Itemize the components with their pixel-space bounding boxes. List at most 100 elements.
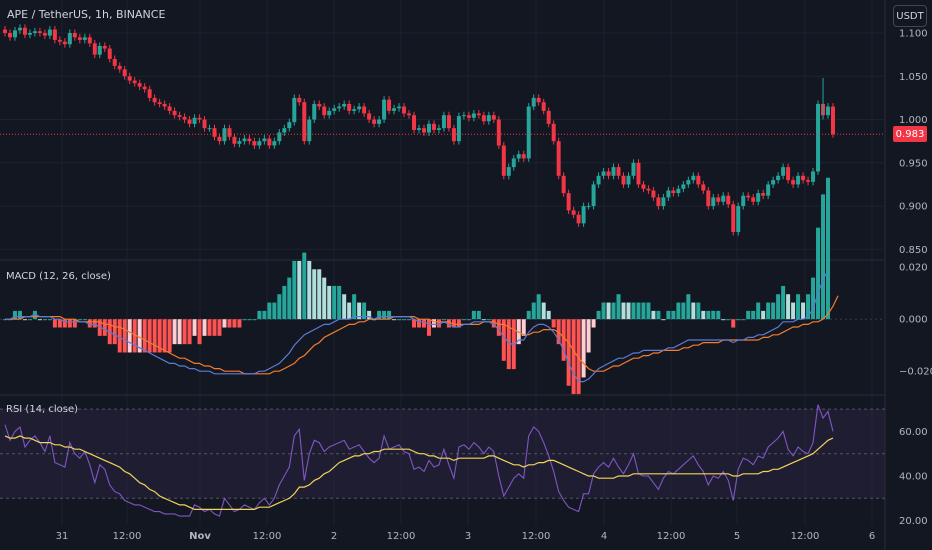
macd-histogram-bar — [112, 319, 117, 345]
candle-body — [551, 123, 556, 142]
time-tick-label: 12:00 — [522, 531, 551, 542]
macd-histogram-bar — [142, 319, 147, 353]
macd-histogram-bar — [631, 302, 636, 320]
macd-histogram-bar — [496, 319, 501, 336]
candle-body — [412, 115, 417, 130]
candle-body — [312, 103, 317, 120]
candle-body — [696, 175, 701, 185]
candle-body — [112, 58, 117, 66]
macd-histogram-bar — [87, 319, 92, 328]
candle-body — [62, 41, 67, 45]
candle-body — [636, 162, 641, 185]
candle-body — [586, 206, 591, 208]
macd-histogram-bar — [182, 319, 187, 345]
macd-histogram-bar — [262, 310, 267, 320]
candle-body — [332, 108, 337, 111]
price-tick-label: 1.000 — [899, 115, 928, 126]
time-tick-label: 2 — [331, 531, 337, 542]
candle-body — [392, 108, 397, 111]
macd-histogram-bar — [676, 302, 681, 320]
candle-body — [32, 31, 37, 33]
macd-histogram-bar — [431, 319, 436, 328]
macd-histogram-bar — [791, 302, 796, 320]
candle-body — [212, 128, 217, 137]
macd-histogram-bar — [127, 319, 132, 353]
candle-body — [147, 89, 152, 98]
candle-body — [786, 167, 791, 181]
macd-histogram-bar — [257, 310, 262, 320]
macd-histogram-bar — [531, 302, 536, 320]
macd-histogram-bar — [591, 319, 596, 328]
macd-histogram-bar — [27, 319, 32, 321]
candle-body — [806, 180, 811, 182]
macd-tick-label: 0.000 — [899, 315, 928, 326]
macd-histogram-bar — [342, 294, 347, 320]
macd-histogram-bar — [322, 277, 327, 320]
candle-body — [207, 128, 212, 130]
rsi-tick-label: 20.00 — [899, 516, 928, 527]
candle-body — [377, 119, 382, 124]
candle-body — [701, 184, 706, 191]
candle-body — [466, 115, 471, 118]
candle-body — [521, 154, 526, 159]
candle-body — [317, 103, 322, 107]
macd-histogram-bar — [377, 310, 382, 320]
candle-body — [726, 195, 731, 205]
macd-histogram-bar — [466, 319, 471, 321]
candle-body — [591, 184, 596, 207]
candle-body — [327, 110, 332, 116]
candle-body — [641, 184, 646, 189]
macd-histogram-bar — [287, 277, 292, 320]
candle-body — [242, 138, 247, 142]
candle-body — [656, 197, 661, 207]
currency-button[interactable]: USDT — [893, 5, 927, 27]
candle-body — [426, 123, 431, 133]
rsi-pane — [4, 404, 834, 517]
macd-histogram-bar — [22, 319, 27, 321]
macd-histogram-bar — [576, 319, 581, 395]
macd-histogram-bar — [636, 302, 641, 320]
candle-body — [152, 97, 157, 103]
macd-histogram-bar — [566, 319, 571, 386]
macd-histogram-bar — [706, 310, 711, 320]
macd-histogram-bar — [491, 319, 496, 328]
candle-body — [252, 141, 257, 146]
rsi-line — [4, 404, 834, 517]
candle-body — [132, 80, 137, 84]
candle-body — [741, 195, 746, 207]
candle-body — [561, 175, 566, 194]
candle-body — [307, 119, 312, 142]
candle-body — [182, 116, 187, 120]
candle-body — [197, 117, 202, 120]
candle-body — [671, 190, 676, 194]
candle-body — [471, 113, 476, 118]
macd-histogram-bar — [696, 302, 701, 320]
candle-body — [651, 190, 656, 198]
candle-body — [611, 167, 616, 176]
macd-histogram-bar — [476, 310, 481, 320]
macd-histogram-bar — [741, 319, 746, 321]
macd-histogram-bar — [172, 319, 177, 345]
macd-histogram-bar — [197, 319, 202, 345]
macd-histogram-bar — [337, 285, 342, 320]
macd-histogram-bar — [646, 302, 651, 320]
macd-tick-label: −0.020 — [899, 367, 932, 378]
candle-body — [102, 45, 107, 49]
candle-body — [631, 162, 636, 176]
candle-body — [362, 106, 367, 114]
macd-histogram-bar — [92, 319, 97, 328]
macd-histogram-bar — [227, 319, 232, 328]
candle-body — [297, 97, 302, 103]
candle-body — [476, 113, 481, 116]
macd-histogram-bar — [541, 302, 546, 320]
macd-histogram-bar — [481, 319, 486, 321]
macd-histogram-bar — [102, 319, 107, 336]
macd-histogram-bar — [616, 294, 621, 320]
time-tick-label: Nov — [189, 531, 211, 542]
candle-body — [352, 109, 357, 111]
macd-histogram-bar — [307, 260, 312, 320]
candle-body — [72, 32, 77, 38]
candle-body — [237, 141, 242, 144]
rsi-ma-line — [4, 435, 834, 510]
